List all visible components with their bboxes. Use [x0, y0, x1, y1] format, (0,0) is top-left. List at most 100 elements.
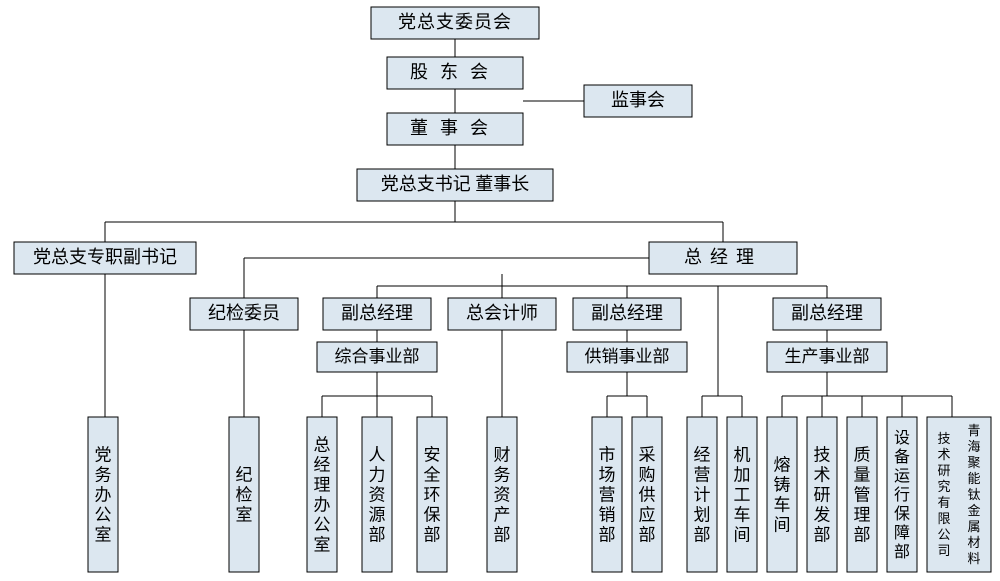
svg-text:有: 有 [937, 495, 950, 510]
n_v_safe: 安全环保部 [417, 417, 447, 572]
svg-text:车: 车 [734, 505, 751, 524]
svg-text:全: 全 [424, 465, 441, 484]
svg-text:资: 资 [369, 485, 386, 504]
svg-text:供: 供 [639, 485, 656, 504]
svg-text:运: 运 [894, 467, 910, 485]
n_shareholders: 股东会 [387, 57, 523, 89]
svg-text:室: 室 [95, 525, 112, 544]
n_gm: 总经理 [649, 242, 797, 274]
n_committee: 党总支委员会 [371, 7, 539, 39]
n_board: 董事会 [387, 113, 523, 145]
svg-text:财: 财 [494, 445, 511, 464]
svg-text:总经理: 总经理 [684, 247, 762, 267]
svg-text:能: 能 [967, 471, 980, 486]
svg-text:办: 办 [95, 485, 112, 504]
svg-text:副总经理: 副总经理 [591, 303, 663, 323]
svg-text:党总支委员会: 党总支委员会 [398, 12, 512, 32]
svg-text:海: 海 [967, 439, 980, 454]
n_v_mach: 机加工车间 [727, 417, 757, 572]
n_v_proc: 采购供应部 [632, 417, 662, 572]
svg-text:部: 部 [639, 525, 656, 544]
svg-text:副总经理: 副总经理 [791, 303, 863, 323]
svg-text:加: 加 [734, 465, 751, 484]
svg-text:技: 技 [814, 445, 831, 464]
svg-text:供销事业部: 供销事业部 [585, 347, 670, 366]
svg-text:副总经理: 副总经理 [341, 303, 413, 323]
svg-text:部: 部 [894, 543, 910, 561]
svg-text:总: 总 [314, 435, 331, 454]
svg-text:聚: 聚 [967, 455, 980, 470]
svg-text:办: 办 [314, 495, 331, 514]
svg-text:人: 人 [369, 445, 386, 464]
svg-text:生产事业部: 生产事业部 [785, 347, 870, 366]
svg-text:材: 材 [967, 535, 980, 550]
svg-text:钛: 钛 [967, 487, 980, 502]
svg-text:究: 究 [937, 479, 950, 494]
svg-text:应: 应 [639, 505, 656, 524]
edge-11 [377, 330, 827, 342]
svg-text:理: 理 [854, 505, 871, 524]
svg-text:划: 划 [694, 505, 711, 524]
svg-text:党总支书记 董事长: 党总支书记 董事长 [381, 174, 530, 194]
edge-16 [782, 372, 952, 417]
edge-14 [607, 372, 647, 417]
svg-text:场: 场 [599, 465, 616, 484]
n_agm1: 副总经理 [323, 298, 431, 330]
svg-text:计: 计 [694, 485, 711, 504]
svg-text:公: 公 [937, 527, 950, 542]
svg-text:源: 源 [369, 505, 386, 524]
svg-text:行: 行 [894, 486, 910, 504]
n_supervisors: 监事会 [584, 85, 692, 117]
n_v_disc: 纪检室 [229, 417, 259, 572]
edge-5 [105, 222, 723, 242]
svg-text:监事会: 监事会 [611, 90, 665, 110]
svg-text:公: 公 [314, 515, 331, 534]
svg-text:研: 研 [937, 463, 950, 478]
svg-text:公: 公 [95, 505, 112, 524]
edge-12 [322, 372, 432, 417]
n_v_co2: 技术研究有限公司 [937, 431, 950, 558]
svg-text:股东会: 股东会 [410, 62, 500, 82]
svg-text:总会计师: 总会计师 [466, 303, 538, 323]
svg-text:党总支专职副书记: 党总支专职副书记 [33, 247, 177, 267]
org-chart: 党总支委员会股东会监事会董事会党总支书记 董事长党总支专职副书记总经理纪检委员副… [0, 0, 1000, 581]
n_v_hr: 人力资源部 [362, 417, 392, 572]
svg-text:部: 部 [814, 525, 831, 544]
svg-text:理: 理 [314, 475, 331, 494]
svg-text:综合事业部: 综合事业部 [335, 347, 420, 366]
svg-text:技: 技 [937, 431, 950, 446]
svg-text:部: 部 [694, 525, 711, 544]
svg-text:室: 室 [236, 505, 253, 524]
svg-text:党: 党 [95, 445, 112, 464]
svg-text:部: 部 [599, 525, 616, 544]
svg-text:经: 经 [314, 455, 331, 474]
svg-text:资: 资 [494, 485, 511, 504]
svg-text:董事会: 董事会 [410, 118, 500, 138]
svg-text:部: 部 [369, 525, 386, 544]
svg-text:设: 设 [894, 429, 910, 447]
n_v_qa: 质量管理部 [847, 417, 877, 572]
svg-text:间: 间 [734, 525, 751, 544]
svg-text:料: 料 [967, 551, 980, 566]
svg-text:产: 产 [494, 505, 511, 524]
n_v_gmo: 总经理办公室 [307, 417, 337, 572]
n_v_equip: 设备运行保障部 [887, 417, 917, 572]
n_v_mkt: 市场营销部 [592, 417, 622, 572]
svg-text:营: 营 [599, 485, 616, 504]
svg-text:部: 部 [424, 525, 441, 544]
svg-text:工: 工 [734, 485, 751, 504]
svg-text:研: 研 [814, 485, 831, 504]
svg-text:管: 管 [854, 485, 871, 504]
n_div2: 供销事业部 [567, 342, 687, 372]
svg-text:青: 青 [967, 423, 980, 438]
svg-text:术: 术 [937, 447, 950, 462]
svg-text:环: 环 [424, 485, 441, 504]
svg-text:安: 安 [424, 445, 441, 464]
n_v_plan: 经营计划部 [687, 417, 717, 572]
svg-text:发: 发 [814, 505, 831, 524]
svg-text:采: 采 [639, 445, 656, 464]
n_div1: 综合事业部 [317, 342, 437, 372]
svg-text:障: 障 [894, 524, 910, 542]
svg-text:金: 金 [967, 503, 980, 518]
svg-text:购: 购 [639, 465, 656, 484]
